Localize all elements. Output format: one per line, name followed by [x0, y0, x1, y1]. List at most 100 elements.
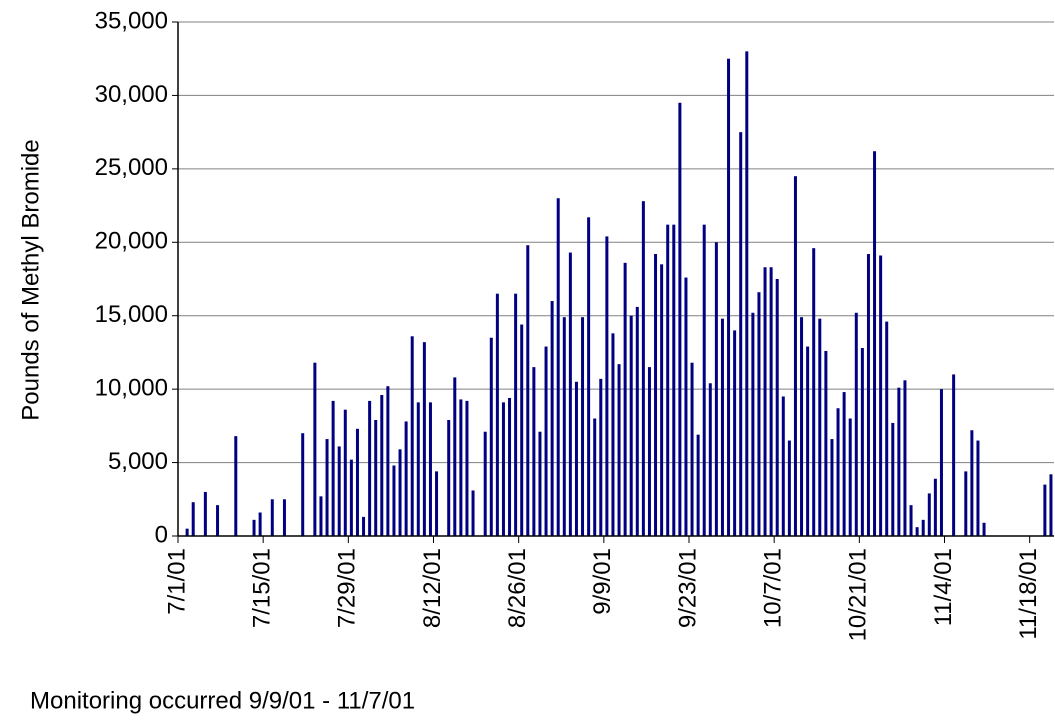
- bar: [593, 418, 597, 536]
- bar: [751, 312, 755, 536]
- bar: [769, 267, 773, 536]
- bar: [258, 512, 262, 536]
- bar: [720, 318, 724, 536]
- bar: [921, 519, 925, 536]
- bar: [623, 262, 627, 536]
- bar: [611, 333, 615, 536]
- bar: [459, 399, 463, 536]
- bar: [581, 317, 585, 536]
- x-tick-label: 7/15/01: [249, 548, 276, 628]
- bar: [702, 224, 706, 537]
- bar: [793, 176, 797, 536]
- bar: [806, 346, 810, 536]
- bar: [380, 395, 384, 536]
- bar: [854, 312, 858, 536]
- y-tick-label: 10,000: [95, 374, 168, 401]
- bar: [398, 449, 402, 536]
- bar: [374, 419, 378, 536]
- bar: [252, 519, 256, 536]
- x-tick-label: 10/7/01: [760, 548, 787, 628]
- bar: [970, 430, 974, 536]
- bar: [514, 293, 518, 536]
- bar: [927, 493, 931, 536]
- bar: [891, 422, 895, 536]
- bar: [836, 408, 840, 536]
- bar: [538, 431, 542, 536]
- bar: [879, 255, 883, 536]
- bar: [495, 293, 499, 536]
- bar: [556, 198, 560, 536]
- bar: [416, 402, 420, 536]
- bar: [903, 380, 907, 536]
- bar: [952, 374, 956, 536]
- bar: [848, 418, 852, 536]
- bar: [787, 440, 791, 536]
- y-axis-label: Pounds of Methyl Bromide: [17, 139, 44, 420]
- bar: [428, 402, 432, 536]
- bar: [270, 499, 274, 536]
- y-tick-label: 15,000: [95, 301, 168, 328]
- bar: [629, 315, 633, 536]
- bar: [404, 421, 408, 536]
- x-tick-label: 7/29/01: [334, 548, 361, 628]
- bar: [319, 496, 323, 536]
- bar: [666, 224, 670, 537]
- bar: [842, 392, 846, 536]
- y-tick-label: 35,000: [95, 7, 168, 34]
- bar: [435, 471, 439, 536]
- bar: [873, 151, 877, 536]
- bar: [368, 400, 372, 536]
- x-tick-label: 8/12/01: [419, 548, 446, 628]
- bar: [489, 337, 493, 536]
- bar: [599, 378, 603, 536]
- x-tick-label: 7/1/01: [163, 548, 190, 615]
- bar: [812, 248, 816, 536]
- bar: [203, 491, 207, 536]
- bar: [982, 522, 986, 536]
- bar: [939, 389, 943, 536]
- x-tick-label: 9/23/01: [674, 548, 701, 628]
- y-tick-label: 5,000: [108, 448, 168, 475]
- bar: [909, 505, 913, 536]
- bar: [885, 321, 889, 536]
- bar: [453, 377, 457, 536]
- y-tick-label: 30,000: [95, 81, 168, 108]
- bar: [520, 324, 524, 536]
- bar: [690, 362, 694, 536]
- bar: [800, 317, 804, 536]
- bar: [234, 436, 238, 536]
- bar: [526, 245, 530, 537]
- bar: [964, 471, 968, 536]
- bar: [550, 301, 554, 536]
- bar: [325, 439, 329, 536]
- bar: [915, 527, 919, 536]
- bar: [355, 428, 359, 536]
- bar: [574, 381, 578, 536]
- bar: [410, 336, 414, 536]
- note: Monitoring occurred 9/9/01 - 11/7/01: [30, 687, 415, 714]
- bar: [483, 431, 487, 536]
- bar: [392, 465, 396, 536]
- y-tick-label: 20,000: [95, 228, 168, 255]
- x-tick-label: 9/9/01: [589, 548, 616, 615]
- bar: [824, 350, 828, 536]
- bar: [654, 254, 658, 536]
- bar: [1043, 484, 1047, 536]
- bar: [733, 330, 737, 536]
- bar: [562, 317, 566, 536]
- bar: [447, 419, 451, 536]
- bar: [866, 254, 870, 536]
- bar: [739, 132, 743, 536]
- bar: [635, 306, 639, 536]
- bar: [587, 217, 591, 536]
- bar: [708, 383, 712, 536]
- bar: [331, 400, 335, 536]
- bar: [830, 439, 834, 536]
- x-tick-label: 11/18/01: [1015, 548, 1042, 640]
- y-tick-label: 25,000: [95, 154, 168, 181]
- bar: [216, 505, 220, 536]
- bar: [617, 364, 621, 536]
- bar: [605, 236, 609, 536]
